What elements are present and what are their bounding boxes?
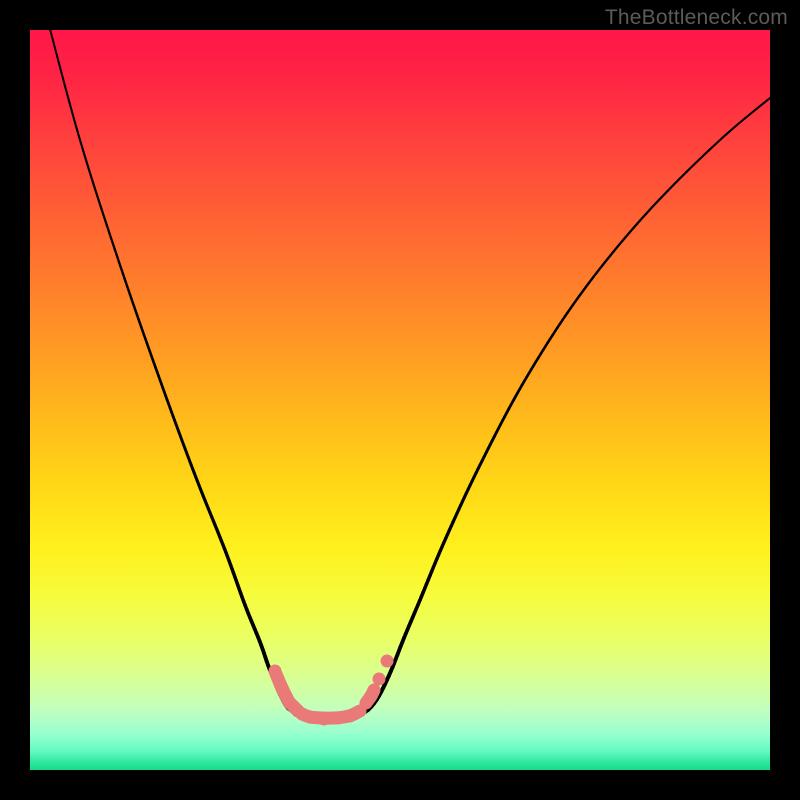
watermark-text: TheBottleneck.com (605, 6, 788, 30)
v-curve (45, 30, 770, 719)
chart-svg (30, 30, 770, 770)
plot-area (30, 30, 770, 770)
